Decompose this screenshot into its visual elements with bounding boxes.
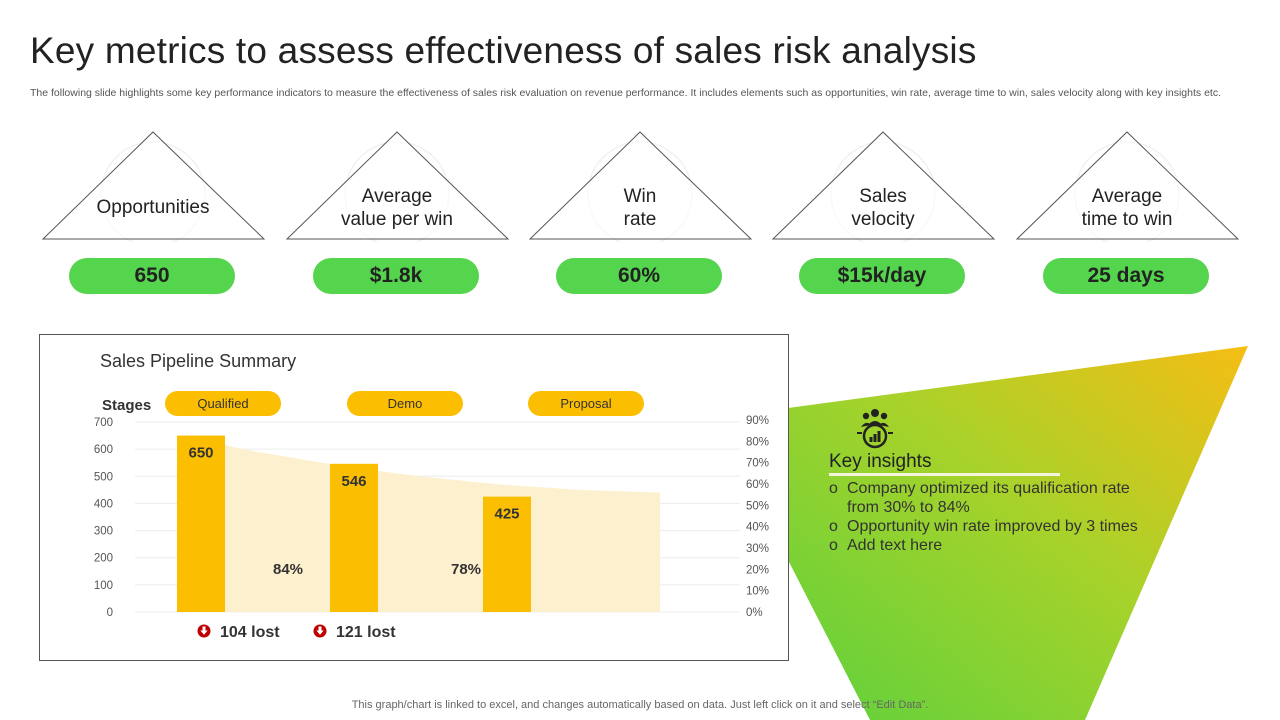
triangle-frame	[41, 131, 266, 242]
bar-qualified	[177, 435, 225, 612]
page-subtitle: The following slide highlights some key …	[30, 87, 1221, 99]
y-tick-label: 400	[94, 498, 113, 510]
footer-note: This graph/chart is linked to excel, and…	[351, 699, 929, 711]
insight-item: o Opportunity win rate improved by 3 time…	[829, 518, 1138, 535]
bar-value-label: 546	[341, 473, 366, 490]
bullet-icon: o	[829, 518, 838, 535]
conversion-rate-label: 84%	[273, 561, 303, 578]
lost-label: 121 lost	[336, 624, 396, 641]
sales-pipeline-chart: 0 100 200 300 400 500 600 700 0% 10% 20% 30% 40% 50% 6…	[94, 391, 769, 641]
y-tick-label: 0	[107, 607, 113, 619]
page-title: Key metrics to assess effectiveness of s…	[30, 30, 977, 71]
y2-tick-label: 70%	[746, 458, 769, 470]
conversion-rate-label: 78%	[451, 561, 481, 578]
kpi-value: 650	[69, 258, 235, 294]
bar-value-label: 425	[494, 506, 519, 523]
funnel-area	[177, 435, 660, 612]
insights-divider	[829, 473, 1060, 476]
y-tick-label: 600	[94, 444, 113, 456]
stage-pill	[528, 391, 644, 416]
y2-tick-label: 90%	[746, 415, 769, 427]
bar-value-label: 650	[188, 445, 213, 462]
stage-label: Proposal	[560, 396, 611, 411]
y-tick-label: 500	[94, 471, 113, 483]
team-insight-icon	[857, 409, 893, 449]
insights-title: Key insights	[829, 451, 932, 472]
down-arrow-glyph	[200, 626, 208, 635]
bullet-icon: o	[829, 537, 838, 554]
bar-proposal	[483, 496, 531, 612]
kpi-value: 60%	[556, 258, 722, 294]
kpi-label: Average value per win	[341, 186, 453, 230]
kpi-average-time-to-win: Average time to win 25 days	[1015, 130, 1245, 300]
triangle-frame	[285, 131, 510, 242]
y2-tick-label: 60%	[746, 479, 769, 491]
bar-demo	[330, 463, 378, 612]
y2-tick-label: 20%	[746, 564, 769, 576]
kpi-label: Average time to win	[1081, 186, 1173, 230]
triangle-frame	[528, 131, 753, 242]
stage-label: Demo	[388, 396, 423, 411]
kpi-sales-velocity: Sales velocity $15k/day	[771, 130, 1001, 300]
insight-item: o Company optimized its qualification rat…	[829, 480, 1130, 516]
kpi-opportunities: Opportunities 650	[41, 130, 271, 300]
chart-title: Sales Pipeline Summary	[100, 351, 297, 371]
stage-pill	[347, 391, 463, 416]
y2-tick-label: 80%	[746, 436, 769, 448]
kpi-win-rate: Win rate 60%	[528, 130, 758, 300]
y-tick-label: 300	[94, 526, 113, 538]
y-tick-label: 700	[94, 417, 113, 429]
triangle-frame	[771, 131, 996, 242]
stages-label: Stages	[102, 397, 151, 414]
kpi-label: Sales velocity	[851, 186, 915, 230]
y2-tick-label: 10%	[746, 586, 769, 598]
insights-list: o Company optimized its qualification rat…	[829, 479, 1149, 555]
kpi-label: Win rate	[623, 186, 657, 230]
stage-pill	[165, 391, 281, 416]
bullet-icon: o	[829, 480, 838, 497]
y2-tick-label: 30%	[746, 543, 769, 555]
stage-label: Qualified	[197, 396, 248, 411]
y2-tick-label: 0%	[746, 607, 763, 619]
kpi-value: $15k/day	[799, 258, 965, 294]
y-tick-label: 100	[94, 580, 113, 592]
kpi-value: $1.8k	[313, 258, 479, 294]
kpi-value: 25 days	[1043, 258, 1209, 294]
lost-label: 104 lost	[220, 624, 280, 641]
y-tick-label: 200	[94, 553, 113, 565]
insight-item: o Add text here	[829, 537, 943, 554]
triangle-frame	[1015, 131, 1240, 242]
down-arrow-glyph	[316, 626, 324, 635]
kpi-average-value-per-win: Average value per win $1.8k	[285, 130, 515, 300]
kpi-label: Opportunities	[96, 197, 210, 218]
sales-pipeline-chart-panel[interactable]: Sales Pipeline Summary 0 100 200 300 400 500 6…	[39, 334, 789, 661]
y2-tick-label: 40%	[746, 522, 769, 534]
y2-tick-label: 50%	[746, 500, 769, 512]
